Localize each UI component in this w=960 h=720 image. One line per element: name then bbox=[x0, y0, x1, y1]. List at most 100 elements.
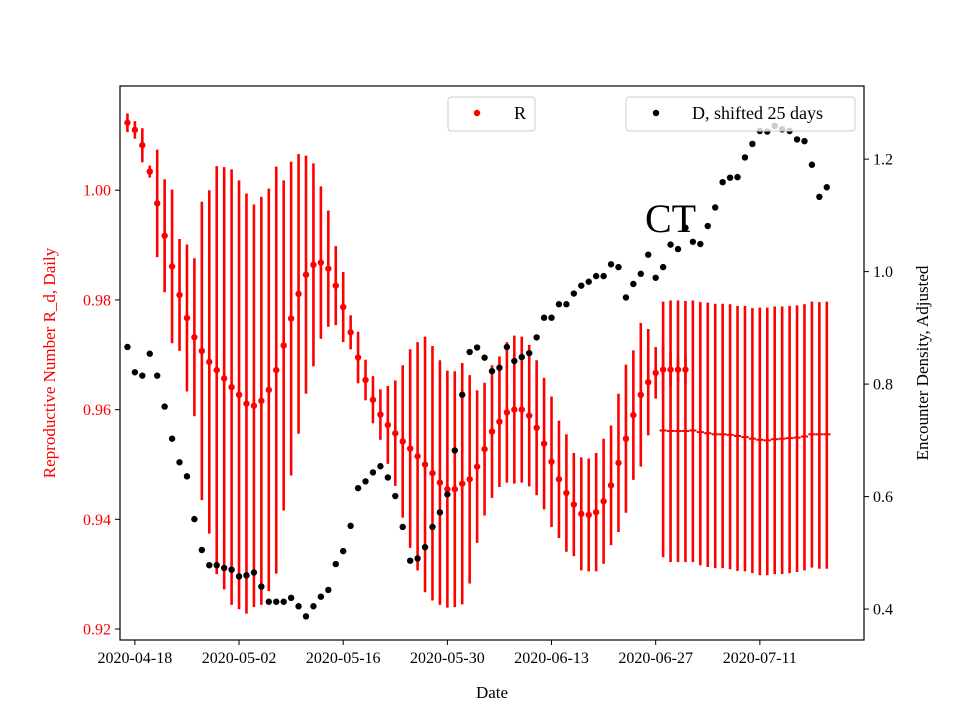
legend-d-marker bbox=[652, 109, 660, 117]
d-point bbox=[347, 522, 354, 530]
r-point bbox=[630, 411, 637, 419]
legend-d-label: D, shifted 25 days bbox=[692, 103, 823, 123]
d-point bbox=[607, 261, 615, 268]
y-right-tick-label: 1.2 bbox=[873, 152, 893, 169]
d-point bbox=[726, 174, 734, 181]
d-point bbox=[793, 136, 801, 143]
d-point bbox=[369, 469, 377, 476]
d-point bbox=[689, 238, 697, 245]
r-point bbox=[511, 406, 518, 413]
d-point bbox=[154, 372, 161, 379]
x-tick-label: 2020-06-13 bbox=[514, 650, 589, 667]
r-point bbox=[622, 435, 630, 442]
legend-r-label: R bbox=[514, 103, 526, 123]
x-tick-label: 2020-05-16 bbox=[306, 650, 381, 667]
d-point bbox=[548, 314, 555, 321]
d-point bbox=[451, 447, 458, 454]
d-point bbox=[816, 193, 823, 200]
r-point bbox=[369, 396, 377, 403]
y-right-tick-label: 0.8 bbox=[873, 377, 893, 394]
d-point bbox=[645, 251, 652, 258]
r-point bbox=[354, 354, 362, 361]
d-point bbox=[295, 603, 302, 610]
d-point bbox=[258, 583, 265, 590]
y-right-tick-label: 0.4 bbox=[873, 602, 893, 619]
d-point bbox=[168, 435, 176, 442]
y-left-tick-label: 0.94 bbox=[83, 512, 111, 529]
r-point bbox=[154, 200, 161, 207]
d-point bbox=[243, 572, 250, 579]
d-point bbox=[652, 274, 659, 281]
r-point bbox=[496, 418, 503, 425]
r-point bbox=[540, 440, 548, 447]
r-point bbox=[377, 411, 384, 418]
d-point bbox=[444, 491, 451, 498]
r-point bbox=[645, 378, 652, 386]
r-point bbox=[444, 485, 451, 493]
plot-frame bbox=[119, 85, 865, 641]
d-point bbox=[436, 509, 444, 516]
r-point bbox=[317, 259, 325, 266]
r-points bbox=[124, 119, 689, 519]
x-tick-label: 2020-05-30 bbox=[410, 650, 485, 667]
r-point bbox=[637, 391, 644, 399]
d-point bbox=[659, 263, 667, 271]
r-point bbox=[250, 402, 258, 409]
d-point bbox=[719, 178, 726, 186]
d-point bbox=[406, 557, 414, 564]
d-point bbox=[630, 280, 637, 288]
d-point bbox=[421, 543, 429, 551]
r-point bbox=[392, 430, 399, 437]
legend-r: R bbox=[447, 96, 536, 132]
d-point bbox=[496, 364, 503, 371]
r-point bbox=[332, 282, 339, 289]
ct-annotation: CT bbox=[645, 196, 696, 241]
d-point bbox=[533, 334, 540, 341]
d-point bbox=[697, 240, 704, 248]
d-point bbox=[325, 586, 332, 594]
r-point bbox=[384, 421, 392, 429]
r-point bbox=[518, 406, 525, 413]
d-point bbox=[332, 560, 339, 568]
r-point bbox=[451, 485, 458, 493]
y-axis-right-label: Encounter Density, Adjusted bbox=[913, 265, 932, 460]
r-point bbox=[235, 391, 243, 399]
d-point bbox=[265, 598, 272, 605]
r-point bbox=[615, 459, 622, 467]
d-point bbox=[302, 613, 310, 620]
r-point bbox=[548, 458, 555, 465]
r-point bbox=[585, 511, 592, 519]
r-point bbox=[667, 366, 674, 373]
x-axis-label: Date bbox=[476, 683, 508, 702]
r-point bbox=[161, 232, 168, 239]
forecast-marks bbox=[659, 429, 831, 442]
r-point bbox=[466, 476, 473, 483]
d-point bbox=[622, 294, 630, 301]
r-point bbox=[570, 501, 578, 508]
d-point bbox=[615, 263, 622, 271]
r-point bbox=[131, 126, 139, 134]
r-point bbox=[206, 358, 213, 366]
d-point bbox=[235, 573, 243, 580]
d-point bbox=[704, 222, 711, 230]
d-point bbox=[414, 555, 421, 562]
legend-d: D, shifted 25 days bbox=[625, 96, 856, 132]
d-point bbox=[734, 173, 741, 181]
r-point bbox=[607, 482, 615, 489]
d-point bbox=[808, 161, 816, 168]
r-point bbox=[146, 168, 153, 175]
d-point bbox=[131, 369, 139, 376]
x-tick-label: 2020-07-11 bbox=[723, 650, 797, 667]
d-point bbox=[273, 598, 280, 605]
r-point bbox=[436, 479, 444, 486]
legend-r-marker bbox=[473, 109, 481, 117]
r-point bbox=[287, 315, 295, 322]
r-point bbox=[347, 329, 354, 336]
d-point bbox=[198, 546, 206, 554]
d-point bbox=[206, 561, 213, 569]
r-point bbox=[488, 428, 496, 435]
d-point bbox=[124, 343, 131, 351]
d-point bbox=[146, 350, 153, 357]
d-point bbox=[384, 474, 392, 481]
d-point bbox=[600, 272, 607, 280]
